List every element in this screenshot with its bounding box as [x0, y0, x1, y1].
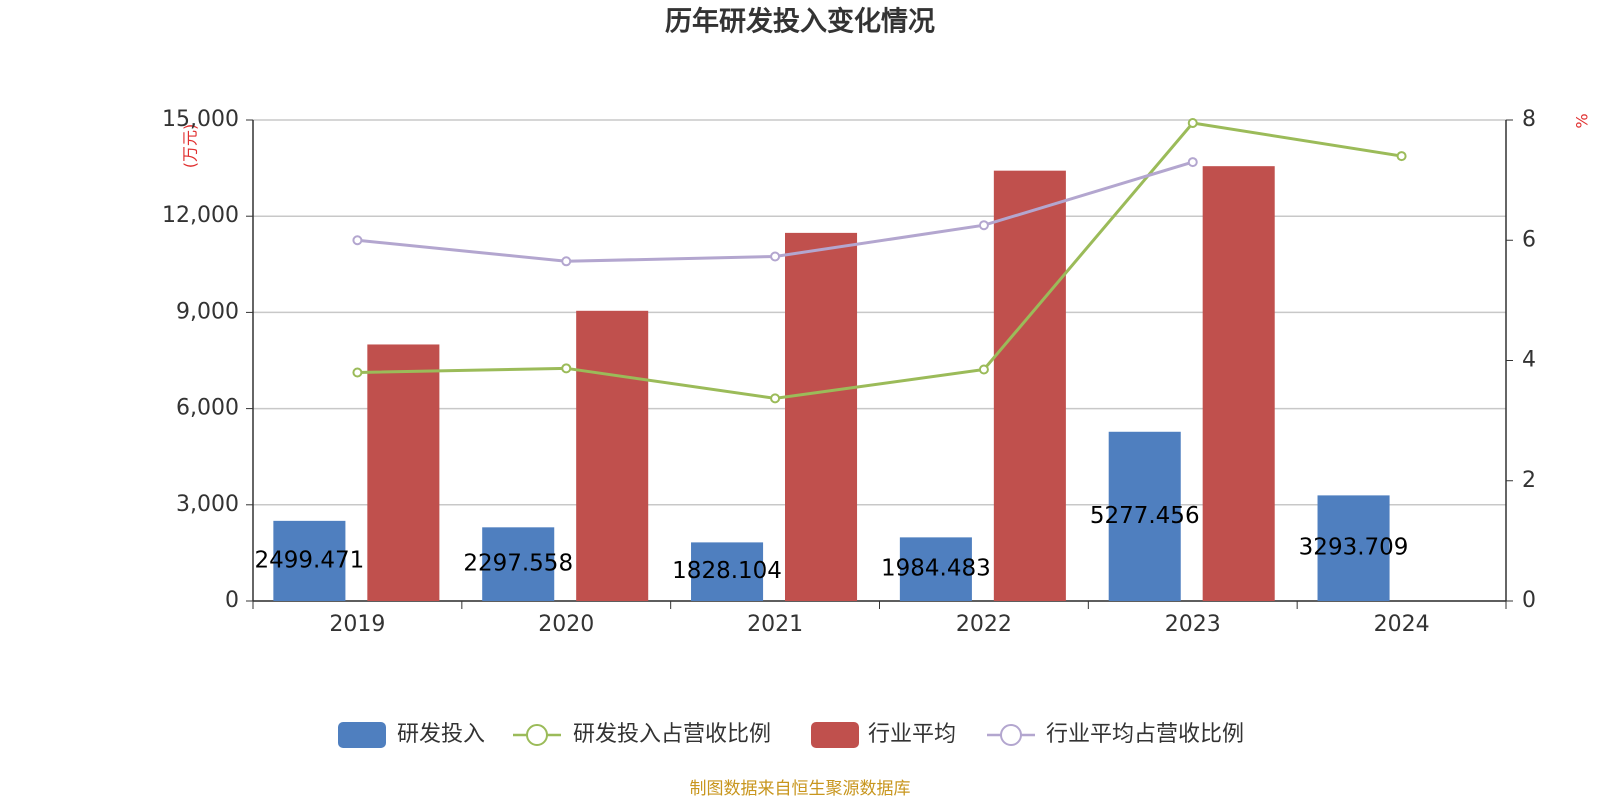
legend-label: 行业平均: [868, 722, 956, 747]
bar: [576, 310, 649, 601]
x-tick-label: 2019: [329, 612, 385, 637]
line-point: [1187, 157, 1198, 168]
y2-tick-label: 8: [1522, 107, 1536, 132]
line-point: [561, 363, 572, 374]
bar: [899, 537, 972, 601]
line-point: [770, 393, 781, 404]
y2-tick-label: 4: [1522, 348, 1536, 373]
line-point: [352, 235, 363, 246]
legend-swatch: [526, 724, 548, 746]
legend-label: 研发投入: [397, 722, 485, 747]
line-point: [978, 364, 989, 375]
bar: [273, 520, 346, 601]
legend-label: 行业平均占营收比例: [1046, 722, 1244, 747]
value-label: 5277.456: [1090, 503, 1200, 529]
x-tick-label: 2024: [1374, 612, 1430, 637]
x-tick-label: 2021: [747, 612, 803, 637]
value-label: 2499.471: [255, 547, 365, 573]
y2-axis-unit: %: [1573, 113, 1592, 128]
bar: [367, 344, 440, 601]
y-tick-label: 6,000: [176, 396, 239, 421]
x-tick-label: 2023: [1165, 612, 1221, 637]
legend-label: 研发投入占营收比例: [573, 722, 771, 747]
y-tick-label: 12,000: [162, 203, 239, 228]
line-point: [561, 256, 572, 267]
y-tick-label: 9,000: [176, 299, 239, 324]
line-point: [352, 367, 363, 378]
bar: [785, 232, 858, 601]
y-axis-unit: (万元): [181, 124, 200, 169]
line-point: [1187, 118, 1198, 129]
x-tick-label: 2022: [956, 612, 1012, 637]
y2-tick-label: 6: [1522, 227, 1536, 252]
source-note: 制图数据来自恒生聚源数据库: [690, 779, 911, 799]
y2-tick-label: 0: [1522, 588, 1536, 613]
value-label: 2297.558: [463, 551, 573, 577]
value-label: 1984.483: [881, 556, 991, 582]
x-tick-label: 2020: [538, 612, 594, 637]
line: [357, 160, 1194, 263]
legend-swatch: [811, 722, 859, 748]
line-point: [978, 220, 989, 231]
line: [357, 121, 1402, 400]
legend-swatch: [338, 722, 386, 748]
y-tick-label: 0: [225, 588, 239, 613]
bar: [691, 542, 764, 601]
line-point: [770, 251, 781, 262]
bar: [1202, 166, 1275, 601]
value-label: 3293.709: [1299, 535, 1409, 561]
value-label: 1828.104: [672, 558, 782, 584]
bar: [993, 170, 1066, 601]
legend-swatch: [1000, 724, 1022, 746]
chart-title: 历年研发投入变化情况: [665, 6, 935, 38]
bar: [1108, 431, 1181, 601]
y2-tick-label: 2: [1522, 468, 1536, 493]
y-tick-label: 3,000: [176, 492, 239, 517]
bar: [1317, 495, 1390, 601]
line-point: [1396, 151, 1407, 162]
y-tick-label: 15,000: [162, 107, 239, 132]
bar: [482, 527, 555, 601]
